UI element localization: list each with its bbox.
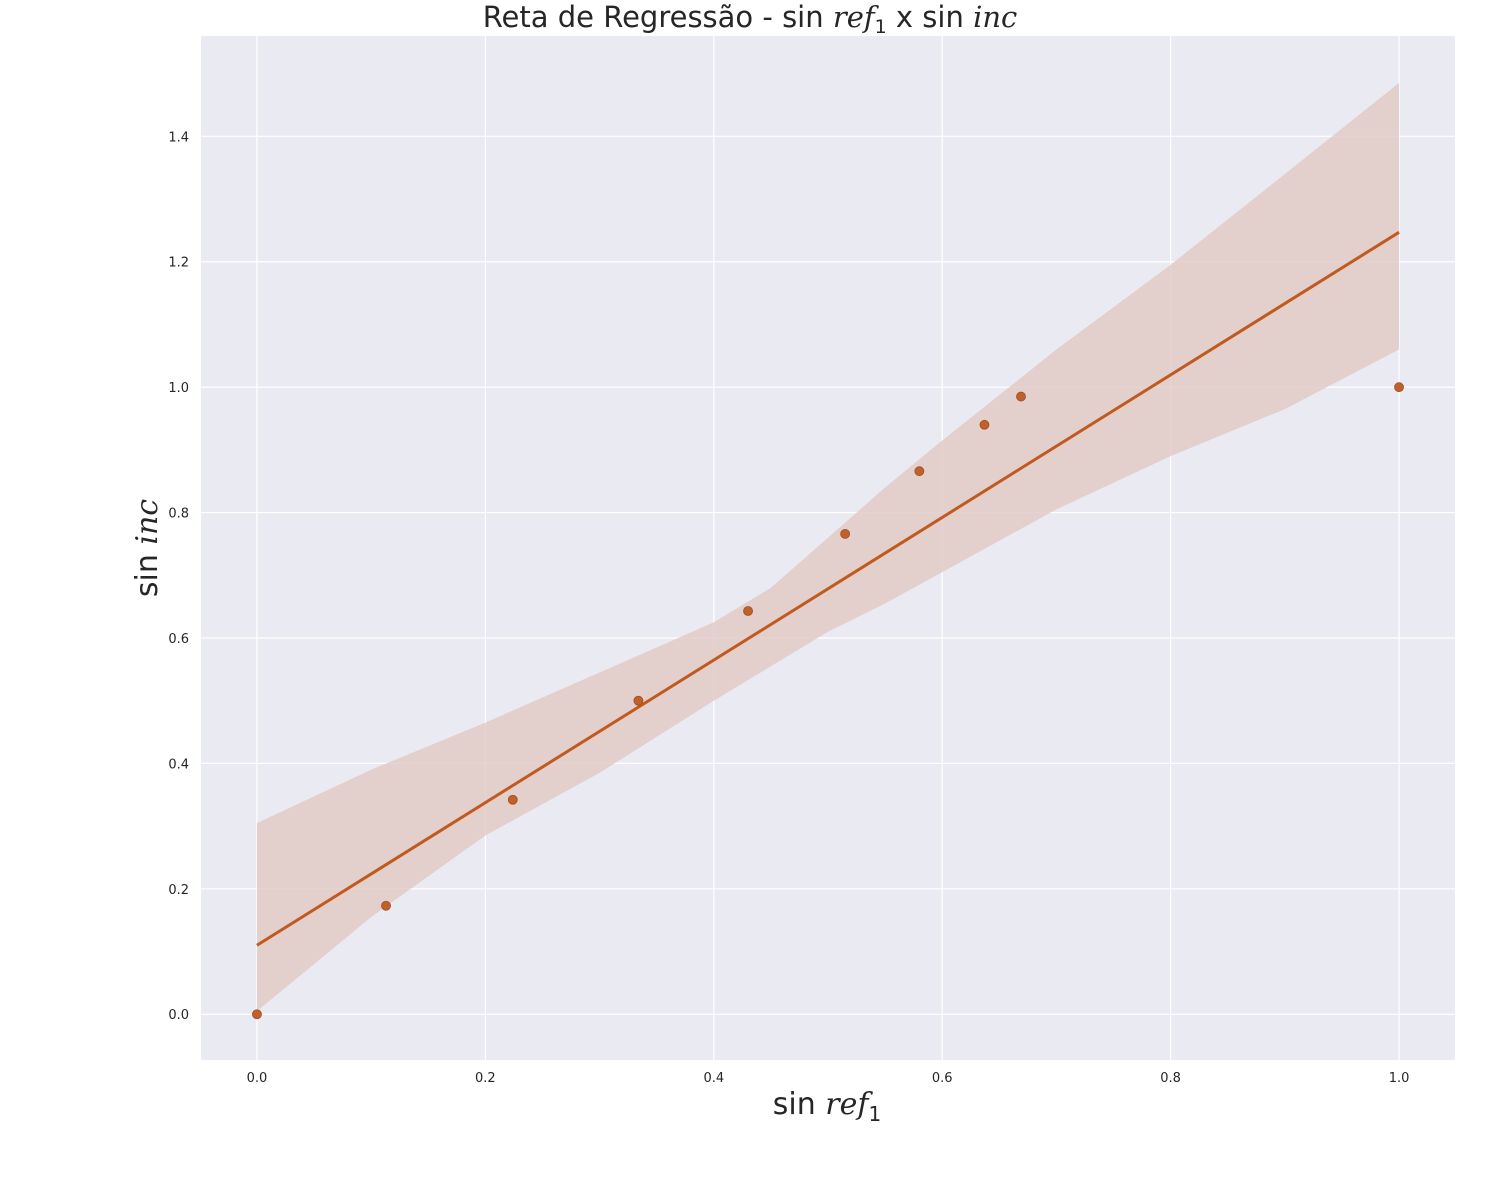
data-points xyxy=(252,382,1404,1020)
y-tick-label: 0.0 xyxy=(168,1008,189,1023)
data-point xyxy=(1394,382,1404,393)
data-point xyxy=(743,606,753,616)
y-label-var: inc xyxy=(130,499,165,545)
x-tick-label: 0.0 xyxy=(247,1071,268,1086)
chart-title: Reta de Regressão - sin ref1 x sin inc xyxy=(483,0,1018,38)
x-label-fn: sin xyxy=(773,1087,826,1122)
data-point xyxy=(633,695,644,706)
data-point xyxy=(381,900,391,911)
x-tick-label: 0.4 xyxy=(703,1071,724,1086)
y-tick-label: 1.4 xyxy=(168,130,189,145)
y-tick-label: 0.2 xyxy=(168,883,189,898)
y-tick-label: 0.6 xyxy=(168,632,189,647)
x-tick-label: 0.6 xyxy=(932,1071,953,1086)
x-tick-label: 0.2 xyxy=(475,1071,496,1086)
title-x-var: ref xyxy=(833,0,880,34)
y-tick-label: 1.0 xyxy=(168,381,189,396)
y-label-fn: sin xyxy=(130,545,165,598)
y-tick-labels: 0.0 0.2 0.4 0.6 0.8 1.0 1.2 1.4 xyxy=(168,130,189,1023)
y-axis-label: sin inc xyxy=(130,499,165,597)
title-y-var: inc xyxy=(973,0,1017,34)
data-point xyxy=(1016,391,1026,402)
regression-line xyxy=(256,230,1400,947)
title-prefix: Reta de Regressão - sin xyxy=(483,0,833,34)
x-label-sub: 1 xyxy=(868,1102,881,1126)
x-tick-labels: 0.0 0.2 0.4 0.6 0.8 1.0 xyxy=(247,1071,1410,1086)
data-point xyxy=(914,466,925,477)
data-point xyxy=(979,419,990,430)
data-point xyxy=(252,1009,262,1020)
x-label-var: ref xyxy=(825,1087,873,1122)
title-joiner: x sin xyxy=(887,0,973,34)
y-tick-label: 1.2 xyxy=(168,256,189,271)
data-point xyxy=(840,528,851,539)
y-tick-label: 0.8 xyxy=(168,507,189,522)
data-point xyxy=(507,794,518,805)
confidence-band xyxy=(257,83,1399,1012)
x-tick-label: 0.8 xyxy=(1160,1071,1181,1086)
title-x-sub: 1 xyxy=(875,16,887,38)
x-axis-label: sin ref1 xyxy=(773,1087,881,1126)
y-tick-label: 0.4 xyxy=(168,757,189,772)
x-tick-label: 1.0 xyxy=(1389,1071,1410,1086)
